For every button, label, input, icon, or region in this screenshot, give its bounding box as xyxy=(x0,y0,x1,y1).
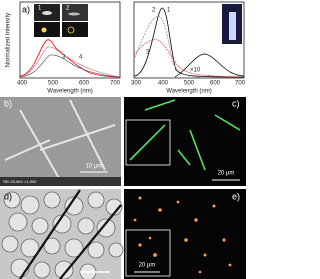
panel-d: d) xyxy=(0,189,124,279)
curve-label: 2 xyxy=(152,8,156,14)
x-tick-label: 400 xyxy=(17,81,28,87)
scale-bar-label: 10 μm xyxy=(86,164,103,170)
footer-text: SEI 20.0kV ×1,000 xyxy=(3,179,37,184)
x-tick-label: 400 xyxy=(158,81,169,87)
scale-bar-label: 20 μm xyxy=(218,171,235,177)
panel-label: a) xyxy=(22,4,30,14)
x-tick-label: 700 xyxy=(110,81,121,87)
curve-label: 3 xyxy=(62,55,66,61)
x-tick-label: 300 xyxy=(131,81,142,87)
inset-image xyxy=(62,22,88,37)
panel-label: e) xyxy=(232,191,240,201)
rod xyxy=(42,11,52,15)
image xyxy=(124,97,246,186)
panel-a-right: 2 1 3 ×10 300 400 500 600 700 Wavelength… xyxy=(131,1,246,95)
vial xyxy=(229,12,236,40)
spot xyxy=(67,26,75,34)
curve xyxy=(133,7,245,78)
image xyxy=(0,97,121,186)
spot xyxy=(41,27,47,33)
image xyxy=(124,189,246,279)
curve xyxy=(19,39,121,78)
curve xyxy=(133,39,245,78)
curve xyxy=(19,54,121,78)
y-axis-label: Normalized Intensity xyxy=(6,13,12,67)
footer-bar xyxy=(0,177,121,186)
figure: 1 2 3 4 a) Normalized Intensity 400 500 … xyxy=(0,1,246,279)
panel-a-left: 1 2 3 4 a) Normalized Intensity 400 500 … xyxy=(6,1,121,95)
x-tick-label: 500 xyxy=(48,81,59,87)
spots xyxy=(133,196,232,274)
inset-image xyxy=(62,4,88,21)
inset-frame xyxy=(125,229,171,277)
rods xyxy=(4,99,116,181)
rod xyxy=(68,12,80,16)
curve-label: 1 xyxy=(167,8,171,14)
x-axis-label: Wavelength (nm) xyxy=(47,89,92,95)
x-tick-label: 500 xyxy=(184,81,195,87)
x-axis-label: Wavelength (nm) xyxy=(166,89,211,95)
x-tick-label: 700 xyxy=(235,81,246,87)
panel-label: d) xyxy=(4,191,12,201)
inset-label: 2 xyxy=(66,6,70,12)
curve xyxy=(19,46,121,78)
scale-bar-label: 20 μm xyxy=(139,263,156,269)
curve-label: 4 xyxy=(79,55,83,61)
inset-image xyxy=(34,22,60,37)
x-tick-label: 600 xyxy=(210,81,221,87)
curve xyxy=(174,53,245,78)
panel-b: SEI 20.0kV ×1,000 10 μm b) xyxy=(0,97,121,186)
inset-frame xyxy=(125,119,171,166)
scale-note: ×10 xyxy=(190,68,201,74)
panel-label: b) xyxy=(4,98,12,108)
cells xyxy=(1,191,124,279)
curve-label: 3 xyxy=(146,50,150,56)
inset-label: 1 xyxy=(38,6,42,12)
panel-e: 20 μm e) xyxy=(124,189,246,279)
rods xyxy=(129,99,241,171)
rods xyxy=(19,189,122,279)
panel-c: 20 μm c) xyxy=(124,97,246,186)
x-tick-label: 600 xyxy=(79,81,90,87)
panel-label: c) xyxy=(232,98,240,108)
